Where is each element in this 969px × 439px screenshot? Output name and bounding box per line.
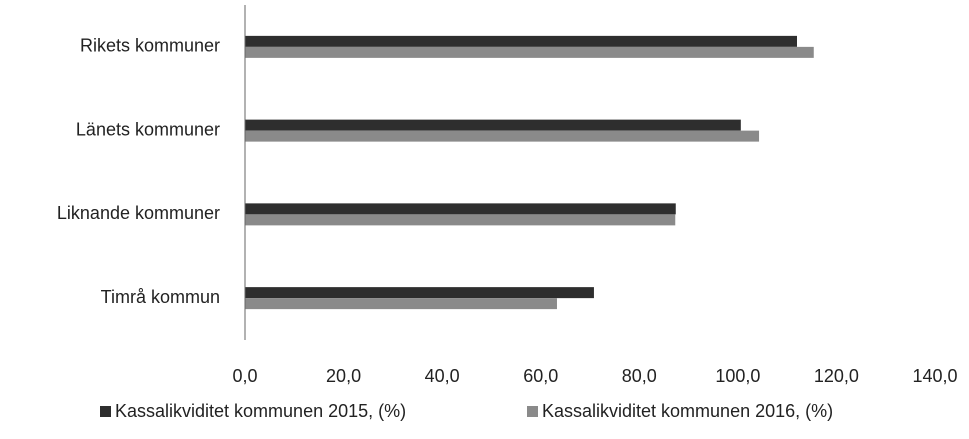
- legend-swatch: [100, 406, 111, 417]
- bar: [245, 203, 676, 215]
- legend-label: Kassalikviditet kommunen 2016, (%): [542, 401, 833, 421]
- x-tick-label: 20,0: [326, 366, 361, 386]
- y-tick-label: Länets kommuner: [76, 119, 220, 139]
- bar: [245, 130, 760, 142]
- x-tick-label: 80,0: [622, 366, 657, 386]
- bar: [245, 214, 676, 226]
- bar: [245, 46, 814, 58]
- x-tick-label: 140,0: [912, 366, 957, 386]
- bar: [245, 287, 594, 299]
- y-tick-label: Liknande kommuner: [57, 203, 220, 223]
- x-tick-label: 120,0: [814, 366, 859, 386]
- x-tick-label: 100,0: [715, 366, 760, 386]
- y-tick-label: Rikets kommuner: [80, 36, 220, 56]
- bar: [245, 119, 741, 131]
- legend-label: Kassalikviditet kommunen 2015, (%): [115, 401, 406, 421]
- bar: [245, 298, 557, 310]
- legend-swatch: [527, 406, 538, 417]
- x-tick-label: 60,0: [523, 366, 558, 386]
- y-tick-label: Timrå kommun: [101, 287, 220, 307]
- x-tick-label: 0,0: [232, 366, 257, 386]
- x-tick-label: 40,0: [425, 366, 460, 386]
- bar: [245, 35, 797, 47]
